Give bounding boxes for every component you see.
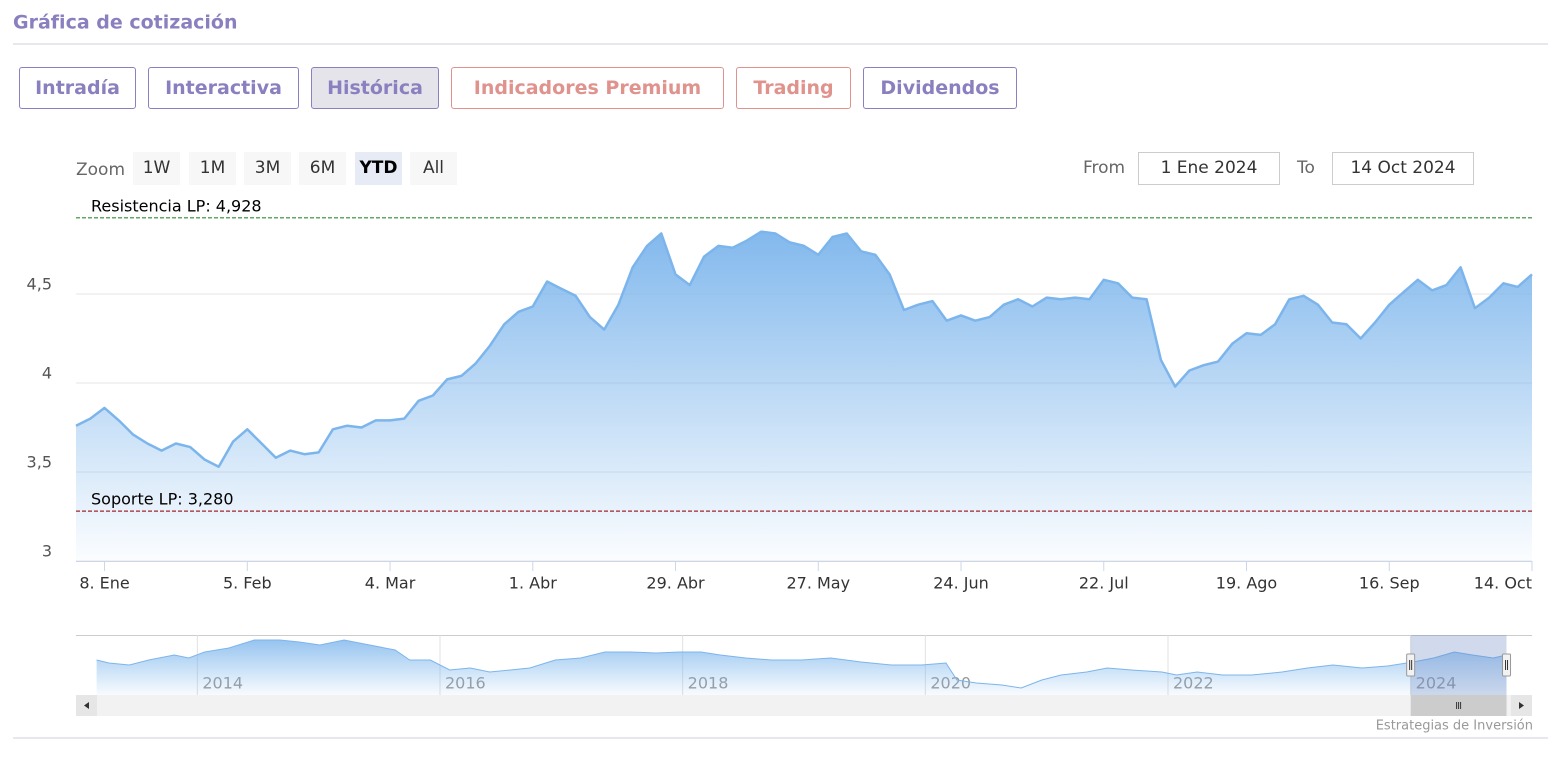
zoom-label: Zoom <box>76 160 125 180</box>
zoom-button-label[interactable]: 6M <box>310 158 335 178</box>
tab[interactable]: Indicadores Premium <box>451 67 724 109</box>
x-tick-label: 4. Mar <box>365 574 416 593</box>
zoom-button-label[interactable]: 3M <box>255 158 280 178</box>
tab[interactable]: Interactiva <box>148 67 299 109</box>
zoom-button[interactable] <box>410 152 457 185</box>
y-tick-label: 3,5 <box>27 453 52 472</box>
zoom-button-label[interactable]: YTD <box>358 158 397 178</box>
to-date[interactable]: 14 Oct 2024 <box>1350 158 1455 178</box>
navigator-handle[interactable] <box>1502 653 1512 677</box>
navigator-handle[interactable] <box>1406 653 1416 677</box>
zoom-button[interactable] <box>244 152 291 185</box>
price-line <box>75 230 1533 468</box>
y-tick-label: 4 <box>42 364 52 383</box>
navigator-mask <box>1410 635 1507 695</box>
x-tick-label: 22. Jul <box>1079 574 1129 593</box>
x-tick-label: 29. Abr <box>646 574 705 593</box>
zoom-button-label[interactable]: 1W <box>143 158 171 178</box>
scroll-arrow <box>1519 702 1524 709</box>
from-date[interactable]: 1 Ene 2024 <box>1161 158 1258 178</box>
navigator-area <box>96 640 1507 695</box>
from-label: From <box>1083 158 1125 178</box>
zoom-button-label[interactable]: All <box>423 158 444 178</box>
scroll-arrow <box>84 702 89 709</box>
x-tick-label: 24. Jun <box>933 574 989 593</box>
credits: Estrategias de Inversión <box>1376 719 1533 734</box>
zoom-button-label[interactable]: 1M <box>200 158 225 178</box>
date-input[interactable] <box>1138 152 1280 185</box>
x-tick-label: 27. May <box>786 574 850 593</box>
x-tick-label: 14. Oct <box>1474 574 1532 593</box>
section-title: Gráfica de cotización <box>13 12 238 34</box>
x-tick-label: 19. Ago <box>1216 574 1277 593</box>
tab[interactable]: Intradía <box>19 67 136 109</box>
zoom-button[interactable] <box>189 152 236 185</box>
tab[interactable]: Histórica <box>311 67 439 109</box>
x-tick-label: 5. Feb <box>223 574 272 593</box>
tab[interactable]: Dividendos <box>863 67 1017 109</box>
zoom-button[interactable] <box>299 152 346 185</box>
x-tick-label: 16. Sep <box>1359 574 1420 593</box>
price-area <box>76 231 1532 561</box>
y-tick-label: 4,5 <box>27 275 52 294</box>
y-tick-label: 3 <box>42 542 52 561</box>
navigator-line <box>96 639 1507 689</box>
date-input[interactable] <box>1332 152 1474 185</box>
to-label: To <box>1296 158 1315 178</box>
zoom-button[interactable] <box>355 152 402 185</box>
x-tick-label: 8. Ene <box>79 574 129 593</box>
plot-line-label: Soporte LP: 3,280 <box>91 490 234 509</box>
x-tick-label: 1. Abr <box>509 574 557 593</box>
scrollbar-track <box>76 695 1532 716</box>
tab[interactable]: Trading <box>736 67 851 109</box>
zoom-button[interactable] <box>133 152 180 185</box>
plot-line-label: Resistencia LP: 4,928 <box>91 196 262 215</box>
